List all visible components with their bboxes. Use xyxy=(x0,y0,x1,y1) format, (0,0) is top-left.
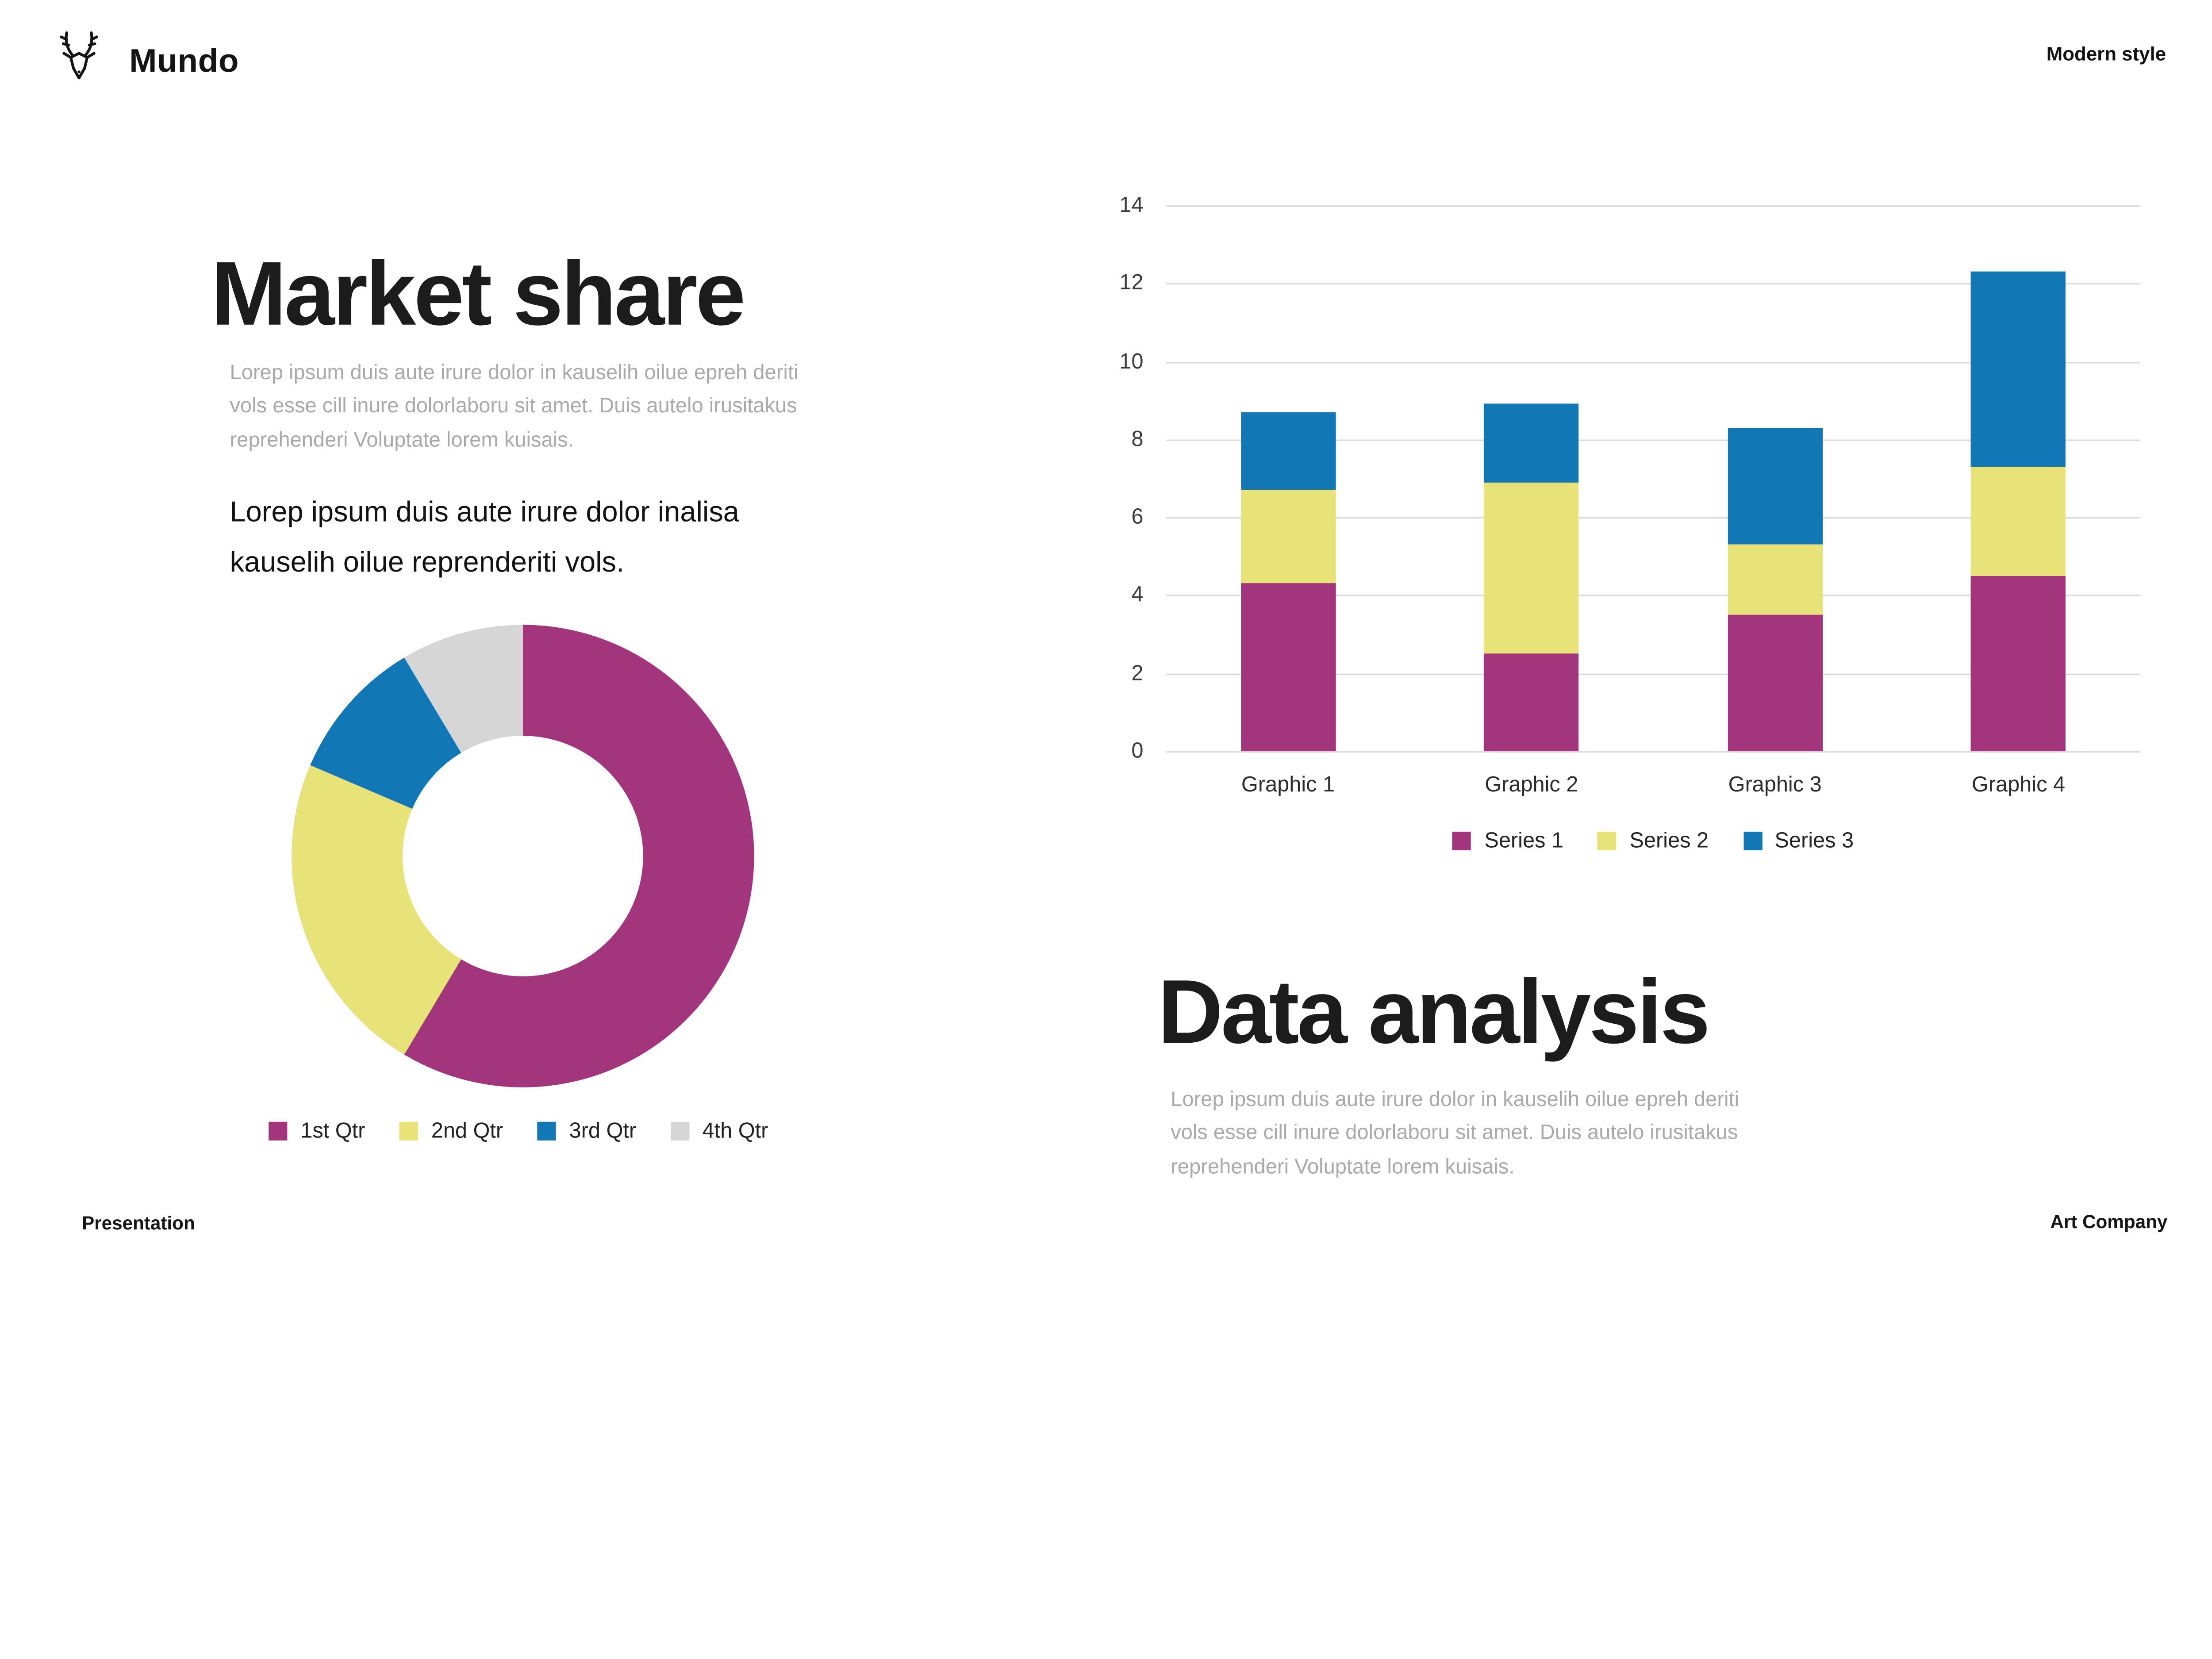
category-label: Graphic 1 xyxy=(1241,772,1335,797)
y-axis-tick-label: 8 xyxy=(1131,427,1144,452)
gridline xyxy=(1166,595,2140,597)
bar-stack-graphic-3 xyxy=(1728,427,1823,752)
legend-item: 3rd Qtr xyxy=(538,1119,636,1143)
bar-chart-legend: Series 1 Series 2 Series 3 xyxy=(1166,829,2140,853)
bar-segment-series-3 xyxy=(1484,404,1579,483)
brand-name: Mundo xyxy=(129,42,239,79)
legend-item: 4th Qtr xyxy=(671,1119,768,1143)
data-analysis-paragraph: Lorep ipsum duis aute irure dolor in kau… xyxy=(1171,1088,1740,1180)
y-axis-tick-label: 4 xyxy=(1131,583,1144,608)
legend-label: Series 2 xyxy=(1629,829,1709,853)
gridline xyxy=(1166,439,2140,441)
y-axis-tick-label: 6 xyxy=(1131,505,1144,530)
legend-label: 1st Qtr xyxy=(300,1119,365,1144)
gridline xyxy=(1166,751,2140,753)
donut-slice-4th-qtr xyxy=(404,625,523,753)
bar-stack-graphic-4 xyxy=(1971,272,2066,752)
gridline xyxy=(1166,283,2140,285)
bar-segment-series-2 xyxy=(1971,466,2066,576)
deer-logo-icon xyxy=(49,23,109,99)
market-share-subtitle: Lorep ipsum duis aute irure dolor inalis… xyxy=(230,497,739,579)
category-label: Graphic 2 xyxy=(1485,772,1578,797)
y-axis-tick-label: 2 xyxy=(1131,661,1144,686)
gridline xyxy=(1166,673,2140,675)
gridline xyxy=(1166,517,2140,519)
bar-segment-series-1 xyxy=(1240,584,1336,752)
donut-slice-2nd-qtr xyxy=(292,765,461,1055)
category-label: Graphic 3 xyxy=(1728,772,1822,797)
category-label: Graphic 4 xyxy=(1971,772,2066,797)
legend-label: 4th Qtr xyxy=(702,1119,768,1144)
y-axis-tick-label: 14 xyxy=(1119,193,1144,218)
donut-slice-1st-qtr xyxy=(404,625,754,1087)
legend-swatch xyxy=(269,1121,288,1141)
bar-segment-series-3 xyxy=(1240,412,1336,490)
y-axis-tick-label: 12 xyxy=(1119,271,1144,296)
bar-segment-series-3 xyxy=(1971,272,2066,467)
legend-swatch xyxy=(538,1121,557,1141)
legend-item: Series 1 xyxy=(1452,829,1564,853)
brand: Mundo xyxy=(49,23,239,99)
footer-presentation-label: Presentation xyxy=(82,1212,195,1234)
bar-segment-series-1 xyxy=(1484,653,1579,752)
legend-label: 2nd Qtr xyxy=(431,1119,503,1144)
bar-stack-graphic-2 xyxy=(1484,404,1579,752)
donut-legend: 1st Qtr 2nd Qtr 3rd Qtr 4th Qtr xyxy=(169,1119,868,1143)
legend-swatch xyxy=(671,1121,690,1141)
legend-item: Series 2 xyxy=(1598,829,1709,853)
data-analysis-title: Data analysis xyxy=(1157,962,1710,1064)
bar-segment-series-1 xyxy=(1971,576,2066,752)
legend-item: Series 3 xyxy=(1743,829,1854,853)
legend-item: 2nd Qtr xyxy=(399,1119,503,1143)
bar-segment-series-2 xyxy=(1484,482,1579,654)
bar-stack-graphic-1 xyxy=(1240,412,1336,752)
legend-item: 1st Qtr xyxy=(269,1119,365,1143)
slide-tagline: Modern style xyxy=(2046,43,2166,65)
stage: Mundo Modern style Market share Lorep ip… xyxy=(49,23,2168,1234)
legend-label: 3rd Qtr xyxy=(569,1119,637,1144)
legend-swatch xyxy=(1452,831,1472,851)
bar-segment-series-3 xyxy=(1728,427,1823,545)
legend-swatch xyxy=(1743,831,1762,851)
market-share-paragraph: Lorep ipsum duis aute irure dolor in kau… xyxy=(230,361,799,453)
bar-segment-series-2 xyxy=(1728,545,1823,615)
market-share-title: Market share xyxy=(211,244,745,345)
donut-chart xyxy=(292,625,754,1087)
gridline xyxy=(1166,205,2140,207)
bar-segment-series-1 xyxy=(1728,614,1823,752)
legend-swatch xyxy=(1598,831,1617,851)
footer-company-label: Art Company xyxy=(2050,1211,2168,1233)
donut-slice-3rd-qtr xyxy=(310,657,461,809)
y-axis-tick-label: 0 xyxy=(1131,739,1144,764)
gridline xyxy=(1166,361,2140,363)
presentation-slide: Mundo Modern style Market share Lorep ip… xyxy=(49,23,2168,1234)
y-axis-tick-label: 10 xyxy=(1119,349,1144,374)
legend-swatch xyxy=(399,1121,419,1141)
legend-label: Series 1 xyxy=(1484,829,1564,853)
stacked-bar-chart: 0 2 4 6 8 10 12 14 Graphic 1 Graphic 2 Graphic 3 Gr… xyxy=(1119,193,2140,797)
legend-label: Series 3 xyxy=(1774,829,1854,853)
bar-segment-series-2 xyxy=(1240,490,1336,584)
